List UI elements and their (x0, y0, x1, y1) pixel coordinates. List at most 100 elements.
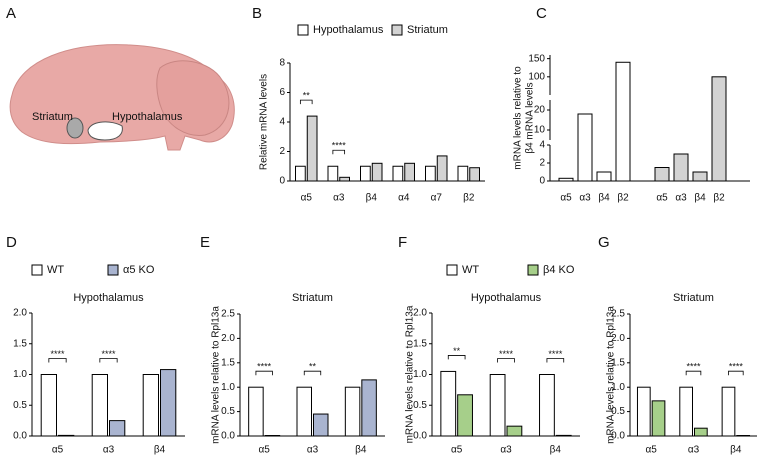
panel-label: C (536, 5, 547, 22)
x-tick-label: β2 (463, 193, 475, 204)
significance-bracket (685, 370, 702, 376)
legend-label: Striatum (407, 24, 448, 36)
x-tick-label: α3 (333, 193, 345, 204)
subtitle: Hypothalamus (73, 292, 144, 304)
y-axis-label: mRNA levels relative to Rpl13a (405, 305, 416, 443)
y-tick-label: 0.0 (13, 431, 27, 442)
x-tick-label: α3 (688, 445, 700, 456)
bar (296, 386, 312, 437)
x-tick-label: α5 (258, 445, 270, 456)
y-tick-label: 0.5 (221, 406, 235, 417)
y-tick-label: 2.0 (221, 333, 235, 344)
bar (457, 394, 473, 437)
x-tick-label: α5 (656, 193, 668, 204)
x-tick-label: α4 (398, 193, 410, 204)
x-tick-label: α5 (645, 445, 657, 456)
x-tick-label: β4 (550, 445, 562, 456)
bar (404, 162, 415, 182)
y-tick-label: 150 (528, 53, 545, 64)
bar (469, 167, 480, 182)
legend-label: Hypothalamus (313, 24, 384, 36)
bar (654, 167, 670, 182)
bar (40, 374, 58, 437)
x-tick-label: β4 (730, 445, 742, 456)
panel-label: D (6, 234, 17, 251)
y-tick-label: 2.0 (413, 308, 427, 319)
panel-label: B (252, 5, 262, 22)
bar (248, 386, 264, 437)
legend-label: β4 KO (543, 264, 575, 276)
y-tick-label: 1.0 (611, 382, 625, 393)
bar (577, 113, 593, 182)
x-tick-label: α7 (431, 193, 443, 204)
significance-bracket (48, 358, 67, 363)
y-tick-label: 2.0 (611, 333, 625, 344)
y-axis-label: mRNA levels relative to (513, 66, 524, 170)
x-tick-label: β4 (694, 193, 706, 204)
x-tick-label: α5 (560, 193, 572, 204)
bar (436, 155, 448, 182)
panel-label: G (598, 234, 610, 251)
x-tick-label: β4 (355, 445, 367, 456)
y-tick-label: 2 (279, 146, 285, 157)
legend-swatch (446, 264, 458, 276)
y-tick-label: 0.5 (13, 400, 27, 411)
y-tick-label: 0 (279, 176, 285, 187)
y-tick-label: 20 (534, 105, 546, 116)
bar (295, 165, 306, 182)
y-tick-label: 0.0 (611, 431, 625, 442)
bar (555, 434, 572, 437)
significance-bracket (299, 99, 313, 105)
bar (692, 171, 708, 182)
y-tick-label: 0.0 (221, 431, 235, 442)
y-tick-label: 0.5 (611, 406, 625, 417)
bar (679, 386, 693, 437)
bar (344, 386, 361, 437)
significance-bracket (447, 355, 466, 360)
legend-swatch (107, 264, 119, 276)
bar (596, 171, 612, 182)
x-tick-label: β2 (713, 193, 725, 204)
y-tick-label: 2.5 (221, 309, 235, 320)
y-tick-label: 2.5 (611, 309, 625, 320)
significance-label: ** (303, 90, 311, 100)
y-tick-label: 8 (279, 58, 285, 69)
significance-label: **** (548, 349, 563, 359)
striatum-region (66, 117, 84, 139)
bar (558, 177, 574, 182)
significance-bracket (99, 358, 118, 363)
bar (160, 369, 177, 437)
significance-label: **** (50, 349, 65, 359)
panel-label: A (6, 5, 16, 22)
bar (636, 386, 651, 437)
bar (142, 374, 159, 437)
hypothalamus-region (87, 121, 123, 141)
significance-bracket (728, 370, 744, 376)
panel-label: F (398, 234, 407, 251)
brain-label: Striatum (32, 111, 73, 123)
y-axis-label: β4 mRNA levels (525, 82, 536, 153)
subtitle: Striatum (673, 292, 714, 304)
significance-bracket (546, 358, 565, 363)
cerebellum (156, 60, 230, 136)
bar (371, 162, 383, 182)
bar (615, 61, 631, 182)
y-tick-label: 0.5 (413, 400, 427, 411)
significance-bracket (303, 370, 322, 376)
legend-label: WT (47, 264, 64, 276)
significance-bracket (255, 370, 273, 376)
bar (721, 386, 736, 437)
x-tick-label: α3 (307, 445, 319, 456)
legend-swatch (527, 264, 539, 276)
bar (58, 434, 75, 437)
significance-label: ** (309, 362, 317, 372)
bar (360, 165, 371, 182)
y-tick-label: 2.0 (13, 308, 27, 319)
significance-label: **** (332, 141, 347, 151)
bar (361, 379, 377, 437)
y-tick-label: 1.5 (611, 357, 625, 368)
bar (91, 374, 108, 437)
x-tick-label: α3 (500, 445, 512, 456)
bar (327, 165, 339, 182)
